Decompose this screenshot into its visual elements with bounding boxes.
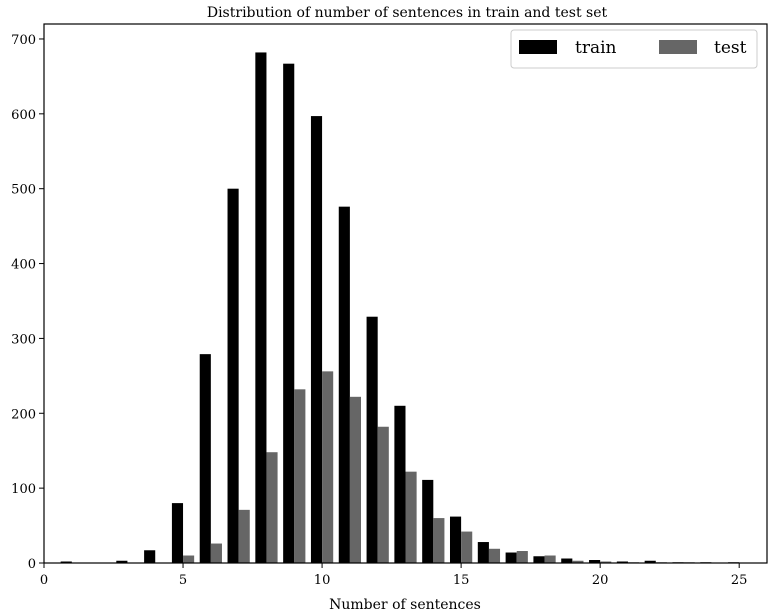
bar-train-9	[283, 63, 295, 564]
bar-train-12	[366, 316, 378, 563]
bar-train-5	[171, 503, 184, 563]
y-axis: 0 100 200 300 400 500 600 700	[11, 33, 44, 572]
bar-train-6	[199, 354, 211, 563]
bar-train-15	[449, 516, 462, 563]
bar-train-20	[589, 560, 601, 563]
bar-test-19	[572, 560, 584, 563]
bar-test-8	[266, 452, 278, 563]
bar-test-15	[461, 531, 473, 563]
bar-train-17	[505, 552, 517, 563]
bar-train-8	[255, 52, 267, 563]
x-tick-label: 5	[179, 573, 187, 588]
legend: train test	[510, 29, 758, 69]
bar-train-16	[477, 542, 489, 563]
bars-layer	[60, 52, 740, 564]
bar-train-10	[310, 116, 323, 563]
x-tick-label: 25	[731, 573, 748, 588]
bar-test-18	[544, 555, 556, 563]
legend-label-train: train	[575, 38, 617, 58]
bar-train-4	[144, 550, 156, 563]
legend-swatch-test	[659, 40, 697, 54]
bar-train-11	[338, 206, 350, 563]
bar-train-21	[616, 561, 628, 563]
y-tick-label: 100	[11, 482, 36, 497]
bar-train-18	[533, 556, 545, 563]
y-tick-label: 200	[11, 407, 36, 422]
bar-test-14	[433, 518, 445, 563]
y-tick-label: 500	[11, 183, 36, 198]
x-axis-label: Number of sentences	[329, 597, 481, 613]
bar-test-7	[238, 509, 250, 563]
bar-test-12	[377, 426, 389, 563]
y-tick-label: 0	[28, 557, 36, 572]
bar-test-6	[210, 543, 222, 563]
x-tick-label: 10	[314, 573, 331, 588]
bar-train-7	[227, 188, 239, 563]
x-tick-label: 15	[453, 573, 470, 588]
x-tick-label: 20	[592, 573, 609, 588]
bar-train-3	[116, 560, 128, 563]
bar-test-16	[488, 548, 501, 563]
bar-test-17	[516, 551, 528, 563]
bar-test-9	[294, 389, 306, 563]
x-tick-label: 0	[40, 573, 48, 588]
y-tick-label: 300	[11, 332, 36, 347]
bar-test-13	[405, 471, 417, 563]
legend-swatch-train	[519, 40, 557, 54]
x-axis: 0 5 10 15 20 25	[40, 563, 748, 588]
y-tick-label: 600	[11, 108, 36, 123]
bar-train-19	[561, 558, 573, 563]
y-tick-label: 400	[11, 258, 36, 273]
chart-title: Distribution of number of sentences in t…	[207, 5, 608, 21]
legend-frame	[510, 29, 758, 69]
bar-train-13	[394, 405, 406, 563]
plot-frame	[43, 23, 768, 564]
bar-train-22	[644, 560, 656, 563]
y-tick-label: 700	[11, 33, 36, 48]
legend-label-test: test	[714, 38, 747, 58]
bar-test-5	[183, 555, 195, 563]
bar-train-14	[422, 479, 434, 563]
bar-test-10	[322, 371, 334, 563]
bar-train-1	[60, 561, 72, 563]
bar-test-11	[349, 396, 361, 563]
bar-test-20	[600, 561, 612, 563]
